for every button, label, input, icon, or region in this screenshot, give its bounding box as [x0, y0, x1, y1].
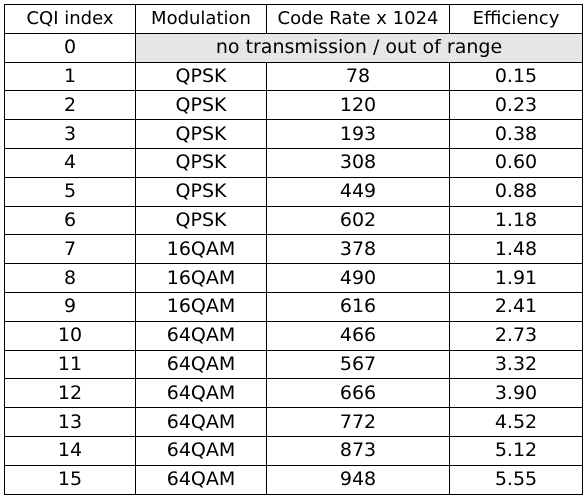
table-row: 15 64QAM 948 5.55	[4, 464, 583, 495]
cell-cqi: 8	[4, 263, 136, 293]
cqi-table: CQI index Modulation Code Rate x 1024 Ef…	[4, 4, 583, 495]
cell-cqi: 1	[4, 61, 136, 92]
cell-cqi: 15	[4, 464, 136, 495]
cell-cqi: 2	[4, 90, 136, 121]
cell-code-rate: 449	[266, 176, 450, 207]
cell-code-rate: 78	[266, 61, 450, 92]
header-row: CQI index Modulation Code Rate x 1024 Ef…	[4, 4, 583, 34]
table-row: 2 QPSK 120 0.23	[4, 90, 583, 121]
table-row: 13 64QAM 772 4.52	[4, 407, 583, 437]
header-code-rate: Code Rate x 1024	[266, 4, 450, 34]
cell-modulation: QPSK	[135, 119, 267, 149]
cell-modulation: 16QAM	[135, 263, 267, 293]
cell-efficiency: 4.52	[449, 407, 583, 437]
cell-code-rate: 873	[266, 435, 450, 466]
cell-code-rate: 772	[266, 407, 450, 437]
cell-cqi: 13	[4, 407, 136, 437]
cell-cqi: 14	[4, 435, 136, 466]
cell-no-transmission: no transmission / out of range	[135, 32, 583, 63]
cell-cqi: 9	[4, 291, 136, 322]
cell-efficiency: 0.23	[449, 90, 583, 121]
cell-code-rate: 567	[266, 349, 450, 380]
table-row: 11 64QAM 567 3.32	[4, 349, 583, 380]
cell-efficiency: 3.90	[449, 378, 583, 409]
header-efficiency: Efficiency	[449, 4, 583, 34]
cell-modulation: 16QAM	[135, 291, 267, 322]
cqi-table-container: CQI index Modulation Code Rate x 1024 Ef…	[4, 4, 583, 495]
cell-code-rate: 466	[266, 320, 450, 351]
cell-modulation: QPSK	[135, 61, 267, 92]
cell-efficiency: 2.41	[449, 291, 583, 322]
cell-modulation: 16QAM	[135, 234, 267, 265]
cell-cqi: 10	[4, 320, 136, 351]
cell-efficiency: 0.88	[449, 176, 583, 207]
cell-modulation: QPSK	[135, 147, 267, 178]
table-row: 5 QPSK 449 0.88	[4, 176, 583, 207]
cell-cqi: 7	[4, 234, 136, 265]
cell-modulation: 64QAM	[135, 435, 267, 466]
header-cqi-index: CQI index	[4, 4, 136, 34]
cell-cqi: 5	[4, 176, 136, 207]
table-row: 9 16QAM 616 2.41	[4, 291, 583, 322]
cell-code-rate: 948	[266, 464, 450, 495]
cell-modulation: 64QAM	[135, 407, 267, 437]
cell-cqi: 11	[4, 349, 136, 380]
table-row: 7 16QAM 378 1.48	[4, 234, 583, 265]
table-body: 0 no transmission / out of range 1 QPSK 78…	[4, 32, 583, 495]
cell-efficiency: 1.48	[449, 234, 583, 265]
cell-modulation: QPSK	[135, 205, 267, 236]
table-row: 3 QPSK 193 0.38	[4, 119, 583, 149]
cell-modulation: 64QAM	[135, 464, 267, 495]
table-row: 1 QPSK 78 0.15	[4, 61, 583, 92]
cell-cqi: 6	[4, 205, 136, 236]
cell-efficiency: 0.15	[449, 61, 583, 92]
cell-efficiency: 0.38	[449, 119, 583, 149]
cell-modulation: 64QAM	[135, 320, 267, 351]
cell-code-rate: 616	[266, 291, 450, 322]
cell-efficiency: 2.73	[449, 320, 583, 351]
cell-code-rate: 666	[266, 378, 450, 409]
cell-efficiency: 5.12	[449, 435, 583, 466]
cell-modulation: QPSK	[135, 176, 267, 207]
cell-cqi: 3	[4, 119, 136, 149]
cell-code-rate: 602	[266, 205, 450, 236]
cell-code-rate: 308	[266, 147, 450, 178]
table-row: 4 QPSK 308 0.60	[4, 147, 583, 178]
header-modulation: Modulation	[135, 4, 267, 34]
table-row: 14 64QAM 873 5.12	[4, 435, 583, 466]
cell-code-rate: 120	[266, 90, 450, 121]
cell-cqi: 0	[4, 32, 136, 63]
table-row: 8 16QAM 490 1.91	[4, 263, 583, 293]
table-row-cqi-0: 0 no transmission / out of range	[4, 32, 583, 63]
cell-efficiency: 1.91	[449, 263, 583, 293]
cell-cqi: 12	[4, 378, 136, 409]
cell-modulation: 64QAM	[135, 378, 267, 409]
table-row: 12 64QAM 666 3.90	[4, 378, 583, 409]
cell-efficiency: 5.55	[449, 464, 583, 495]
cell-efficiency: 1.18	[449, 205, 583, 236]
cell-code-rate: 193	[266, 119, 450, 149]
cell-code-rate: 378	[266, 234, 450, 265]
cell-modulation: 64QAM	[135, 349, 267, 380]
cell-modulation: QPSK	[135, 90, 267, 121]
table-row: 6 QPSK 602 1.18	[4, 205, 583, 236]
cell-code-rate: 490	[266, 263, 450, 293]
table-row: 10 64QAM 466 2.73	[4, 320, 583, 351]
cell-efficiency: 3.32	[449, 349, 583, 380]
cell-efficiency: 0.60	[449, 147, 583, 178]
cell-cqi: 4	[4, 147, 136, 178]
